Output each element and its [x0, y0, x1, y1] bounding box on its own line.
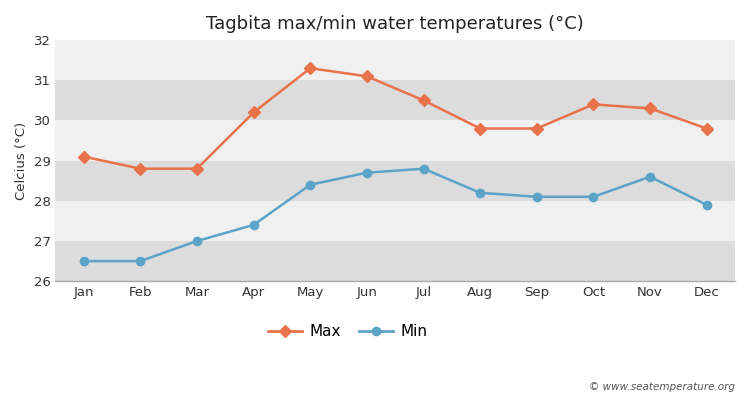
Min [589, 194, 598, 199]
Bar [56, 241, 735, 281]
Min [193, 239, 202, 244]
Min [419, 166, 428, 171]
Line: Max: Max [80, 64, 711, 173]
Min [646, 174, 655, 179]
Max [136, 166, 145, 171]
Min [136, 259, 145, 264]
Bar [56, 40, 735, 80]
Line: Min: Min [80, 164, 711, 265]
Text: © www.seatemperature.org: © www.seatemperature.org [589, 382, 735, 392]
Max [362, 74, 371, 79]
Min [532, 194, 542, 199]
Max [419, 98, 428, 103]
Max [589, 102, 598, 107]
Max [80, 154, 88, 159]
Min [476, 190, 484, 195]
Min [249, 222, 258, 227]
Max [476, 126, 484, 131]
Max [193, 166, 202, 171]
Min [362, 170, 371, 175]
Max [532, 126, 542, 131]
Min [702, 202, 711, 207]
Max [306, 66, 315, 71]
Bar [56, 201, 735, 241]
Max [646, 106, 655, 111]
Max [249, 110, 258, 115]
Legend: Max, Min: Max, Min [262, 318, 434, 345]
Min [80, 259, 88, 264]
Bar [56, 120, 735, 161]
Max [702, 126, 711, 131]
Bar [56, 161, 735, 201]
Bar [56, 80, 735, 120]
Y-axis label: Celcius (°C): Celcius (°C) [15, 122, 28, 200]
Title: Tagbita max/min water temperatures (°C): Tagbita max/min water temperatures (°C) [206, 15, 584, 33]
Min [306, 182, 315, 187]
